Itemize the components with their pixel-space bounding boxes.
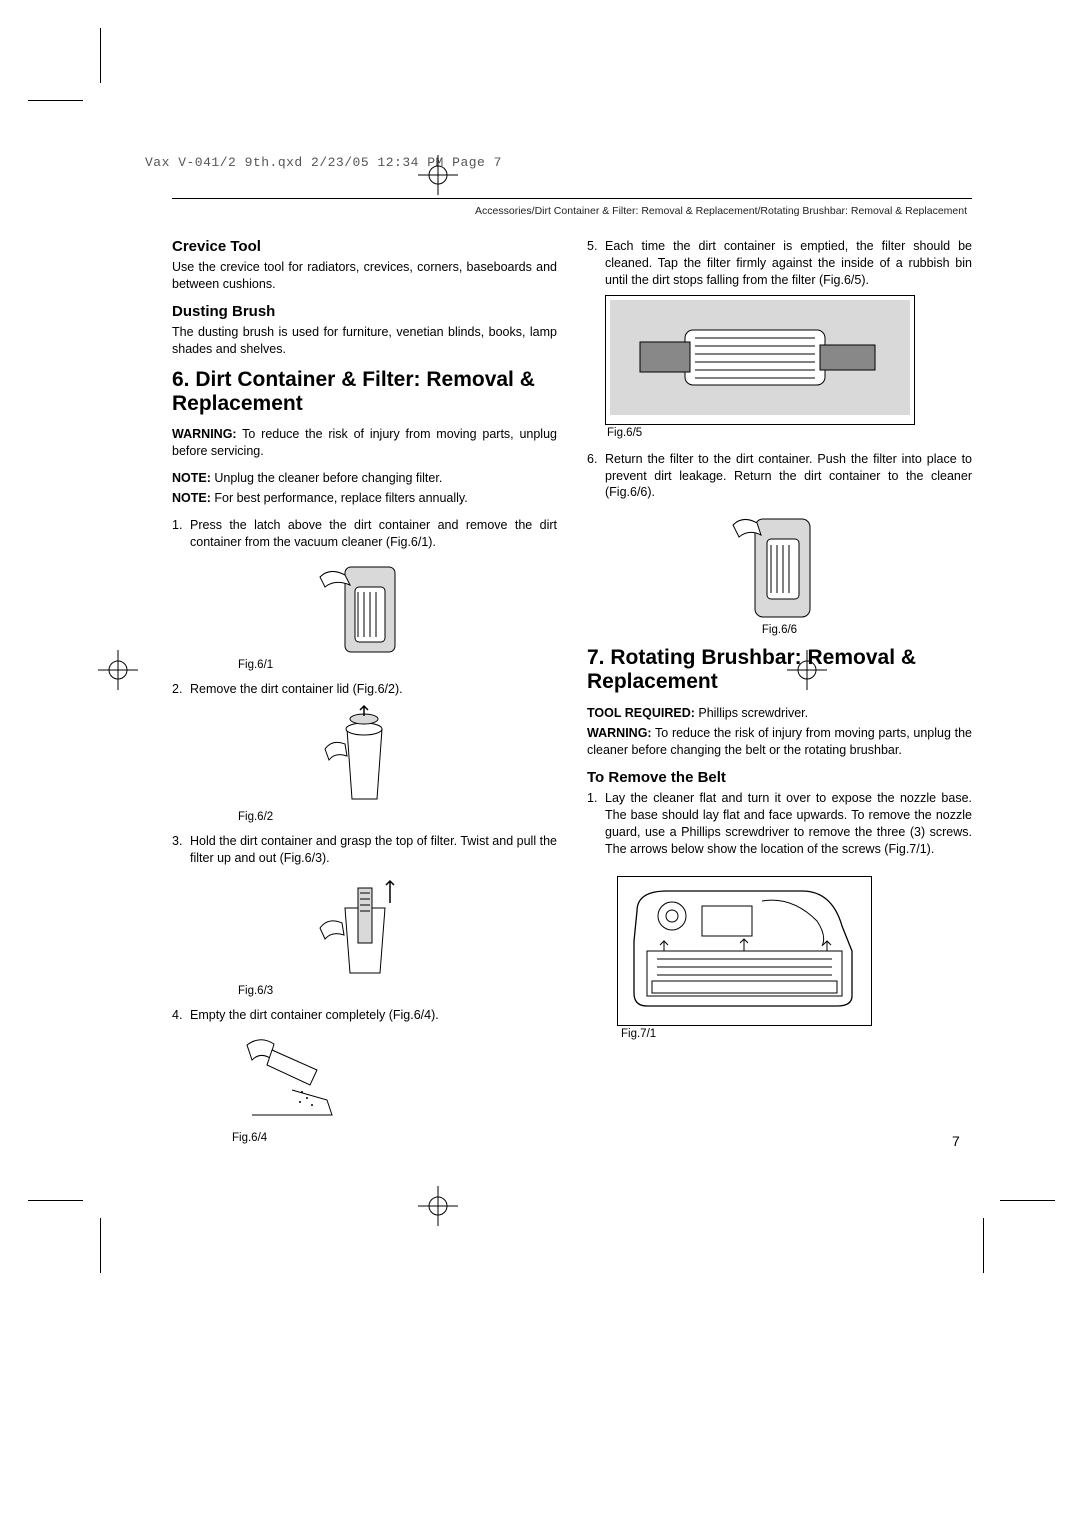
figure-caption: Fig.6/3 <box>238 985 557 997</box>
figure-6-2 <box>172 704 557 809</box>
figure-caption: Fig.6/1 <box>238 659 557 671</box>
registration-mark-icon <box>98 650 138 690</box>
step-text: Lay the cleaner flat and turn it over to… <box>605 790 972 858</box>
right-column: 5. Each time the dirt container is empti… <box>587 238 972 1154</box>
step-text: Empty the dirt container completely (Fig… <box>190 1007 557 1024</box>
note-label: NOTE: <box>172 471 211 485</box>
figure-caption: Fig.6/6 <box>587 624 972 636</box>
figure-7-1 <box>617 876 972 1026</box>
tool-body: Phillips screwdriver. <box>695 706 808 720</box>
note-text: NOTE: Unplug the cleaner before changing… <box>172 470 557 487</box>
step-number: 2. <box>172 681 190 698</box>
step-7-1: 1. Lay the cleaner flat and turn it over… <box>587 790 972 858</box>
page-number: 7 <box>952 1133 960 1149</box>
note-label: NOTE: <box>172 491 211 505</box>
note-body: For best performance, replace filters an… <box>211 491 468 505</box>
step-number: 5. <box>587 238 605 289</box>
section-7-heading: 7. Rotating Brushbar: Removal & Replacem… <box>587 646 972 694</box>
step-text: Return the filter to the dirt container.… <box>605 451 972 502</box>
step-number: 1. <box>172 517 190 551</box>
figure-caption: Fig.6/2 <box>238 811 557 823</box>
figure-6-4 <box>232 1030 557 1130</box>
registration-mark-icon <box>418 155 458 195</box>
step-2: 2. Remove the dirt container lid (Fig.6/… <box>172 681 557 698</box>
tool-label: TOOL REQUIRED: <box>587 706 695 720</box>
registration-mark-icon <box>418 1186 458 1226</box>
section-6-heading: 6. Dirt Container & Filter: Removal & Re… <box>172 368 557 416</box>
step-1: 1. Press the latch above the dirt contai… <box>172 517 557 551</box>
warning-label: WARNING: <box>172 427 237 441</box>
figure-caption: Fig.6/5 <box>607 427 972 439</box>
step-number: 1. <box>587 790 605 858</box>
step-number: 4. <box>172 1007 190 1024</box>
note-body: Unplug the cleaner before changing filte… <box>211 471 442 485</box>
dusting-brush-body: The dusting brush is used for furniture,… <box>172 324 557 358</box>
step-text: Each time the dirt container is emptied,… <box>605 238 972 289</box>
header-rule <box>172 198 972 199</box>
step-text: Press the latch above the dirt container… <box>190 517 557 551</box>
step-3: 3. Hold the dirt container and grasp the… <box>172 833 557 867</box>
step-4: 4. Empty the dirt container completely (… <box>172 1007 557 1024</box>
remove-belt-heading: To Remove the Belt <box>587 769 972 786</box>
step-5: 5. Each time the dirt container is empti… <box>587 238 972 289</box>
step-number: 3. <box>172 833 190 867</box>
figure-caption: Fig.7/1 <box>621 1028 972 1040</box>
crevice-tool-body: Use the crevice tool for radiators, crev… <box>172 259 557 293</box>
crevice-tool-heading: Crevice Tool <box>172 238 557 255</box>
step-6: 6. Return the filter to the dirt contain… <box>587 451 972 502</box>
dusting-brush-heading: Dusting Brush <box>172 303 557 320</box>
running-header: Accessories/Dirt Container & Filter: Rem… <box>172 205 967 217</box>
figure-6-3 <box>172 873 557 983</box>
note-text: NOTE: For best performance, replace filt… <box>172 490 557 507</box>
step-number: 6. <box>587 451 605 502</box>
tool-required: TOOL REQUIRED: Phillips screwdriver. <box>587 705 972 722</box>
figure-6-1 <box>172 557 557 657</box>
step-text: Hold the dirt container and grasp the to… <box>190 833 557 867</box>
figure-6-6 <box>587 507 972 622</box>
figure-caption: Fig.6/4 <box>232 1132 557 1144</box>
warning-label: WARNING: <box>587 726 652 740</box>
left-column: Crevice Tool Use the crevice tool for ra… <box>172 238 557 1154</box>
step-text: Remove the dirt container lid (Fig.6/2). <box>190 681 557 698</box>
figure-6-5 <box>605 295 972 425</box>
warning-text: WARNING: To reduce the risk of injury fr… <box>587 725 972 759</box>
warning-text: WARNING: To reduce the risk of injury fr… <box>172 426 557 460</box>
